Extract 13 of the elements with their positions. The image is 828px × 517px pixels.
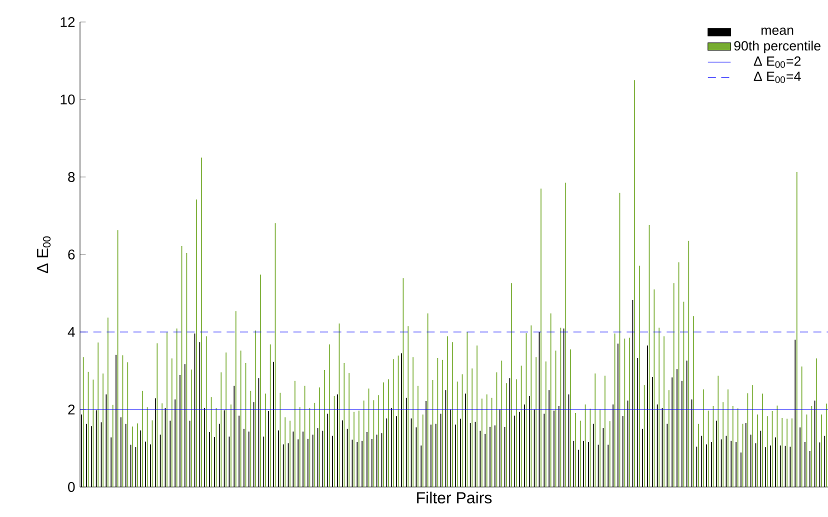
x-axis-title: Filter Pairs	[417, 492, 492, 504]
y-tick-label: 0	[68, 482, 75, 492]
legend-label: mean	[762, 28, 794, 35]
legend-label: Δ E$_{00}$=4	[754, 72, 801, 83]
y-tick-label: 10	[60, 94, 75, 104]
y-tick-label: 8	[68, 172, 75, 182]
legend-label: Δ E$_{00}$=2	[754, 56, 801, 68]
y-tick-label: 4	[68, 327, 75, 337]
y-axis-title: Δ E$_{00}$	[37, 236, 51, 274]
y-tick-label: 6	[68, 250, 75, 260]
y-tick-label: 2	[68, 404, 75, 414]
y-tick-label: 12	[60, 17, 75, 27]
legend-label: 90th percentile	[734, 40, 820, 54]
